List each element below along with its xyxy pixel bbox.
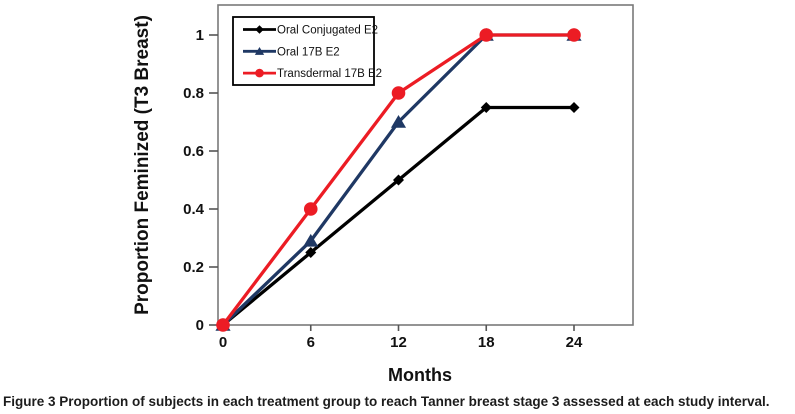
y-axis-title: Proportion Feminized (T3 Breast) — [132, 15, 153, 315]
y-tick-label: 0.8 — [183, 85, 204, 102]
data-point-marker — [390, 115, 407, 128]
x-tick-label: 12 — [390, 334, 407, 351]
y-axis: 0 0.2 0.4 0.6 0.8 1 — [183, 27, 218, 334]
x-tick-label: 0 — [219, 334, 227, 351]
data-point-marker — [480, 102, 492, 113]
legend-label: Oral 17B E2 — [277, 46, 340, 58]
legend-marker — [255, 25, 264, 34]
legend-entry-oral-17b-e2: Oral 17B E2 — [243, 46, 340, 58]
legend-label: Transdermal 17B E2 — [277, 68, 382, 80]
legend-label: Oral Conjugated E2 — [277, 25, 378, 37]
data-point-marker — [568, 102, 580, 113]
x-axis-title: Months — [388, 365, 452, 385]
data-point-marker — [567, 28, 581, 42]
x-tick-label: 24 — [566, 334, 583, 351]
data-point-marker — [391, 86, 406, 100]
data-point-marker — [393, 174, 404, 186]
chart-canvas: 0 0.2 0.4 0.6 0.8 1 0 6 12 18 24 Proportion Feminiz… — [132, 4, 634, 385]
data-point-marker — [305, 247, 317, 258]
data-point-marker — [303, 202, 318, 216]
y-tick-label: 0 — [196, 317, 204, 334]
legend: Oral Conjugated E2 Oral 17B E2 Transdermal… — [232, 16, 382, 86]
figure-caption-text: Proportion of subjects in each treatment… — [59, 394, 770, 409]
y-tick-label: 0.4 — [183, 201, 205, 218]
x-axis: 0 6 12 18 24 — [219, 325, 583, 351]
y-tick-label: 1 — [196, 27, 204, 44]
series-transdermal-17b-e2 — [216, 28, 581, 332]
figure-caption-label: Figure 3 — [3, 394, 56, 409]
legend-marker — [254, 47, 265, 55]
legend-entry-transdermal-17b-e2: Transdermal 17B E2 — [243, 68, 382, 80]
y-tick-label: 0.6 — [183, 143, 204, 160]
x-tick-label: 18 — [478, 334, 495, 351]
legend-marker — [255, 68, 264, 78]
y-tick-label: 0.2 — [183, 259, 204, 276]
data-point-marker — [216, 318, 230, 332]
legend-entry-oral-conjugated-e2: Oral Conjugated E2 — [243, 25, 378, 37]
data-point-marker — [479, 28, 494, 42]
data-point-marker — [303, 233, 319, 247]
figure-caption: Figure 3 Proportion of subjects in each … — [0, 392, 795, 414]
x-tick-label: 6 — [307, 334, 315, 351]
